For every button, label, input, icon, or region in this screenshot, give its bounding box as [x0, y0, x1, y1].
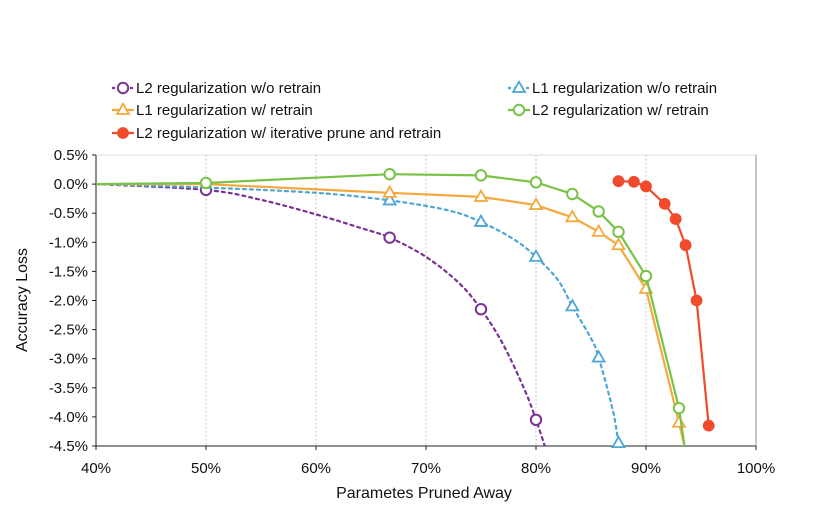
series-l1-noretrain-line-group — [96, 183, 622, 446]
series-l2-iterative-point — [612, 175, 625, 188]
legend-swatch-marker — [115, 101, 131, 115]
legend-label: L1 regularization w/o retrain — [532, 80, 717, 97]
axes — [92, 154, 757, 450]
legend-swatch-marker — [512, 103, 526, 117]
series-l2-noretrain-point — [383, 231, 396, 244]
legend-item-l2-retrain: L2 regularization w/ retrain — [508, 102, 709, 119]
legend-item-l1-noretrain: L1 regularization w/o retrain — [508, 79, 717, 97]
x-tick-label: 40% — [81, 460, 111, 477]
x-tick-label: 60% — [301, 460, 331, 477]
series-l1-retrain-point — [591, 223, 607, 237]
y-tick-label: -4.0% — [49, 409, 88, 426]
y-tick-label: -4.5% — [49, 438, 88, 455]
x-tick-label: 100% — [737, 460, 775, 477]
series-l2-retrain-point — [474, 169, 488, 182]
legend-item-l1-retrain: L1 regularization w/ retrain — [112, 101, 313, 119]
series-l2-iterative-point — [702, 419, 715, 432]
y-tick-label: -1.0% — [49, 234, 88, 251]
series-l2-noretrain-point — [474, 303, 488, 316]
series-l1-noretrain-point — [528, 248, 544, 262]
series-l2-retrain-point — [592, 205, 605, 218]
series-l2-iterative-point — [640, 180, 652, 193]
legend-label: L1 regularization w/ retrain — [136, 102, 313, 119]
series-layer — [96, 168, 715, 449]
series-l2-noretrain-line — [96, 183, 546, 446]
series-l2-retrain-point — [612, 225, 625, 239]
series-l1-noretrain-point — [611, 435, 626, 449]
legend-item-l2-iterative: L2 regularization w/ iterative prune and… — [112, 125, 441, 142]
series-l2-retrain-point — [566, 187, 579, 201]
series-l2-iterative-point — [690, 294, 703, 307]
legend: L2 regularization w/o retrain L1 regulari… — [112, 79, 717, 142]
legend-item-l2-noretrain: L2 regularization w/o retrain — [112, 80, 321, 97]
legend-swatch-marker — [117, 127, 129, 139]
series-l2-retrain-point — [529, 176, 543, 189]
x-axis-label: Parametes Pruned Away — [336, 485, 512, 502]
series-l1-noretrain — [96, 183, 626, 449]
y-tick-label: -2.5% — [49, 322, 88, 339]
series-l2-retrain-point — [383, 168, 396, 181]
legend-label: L2 regularization w/ iterative prune and… — [136, 125, 441, 142]
series-l1-retrain-point — [564, 209, 580, 223]
x-tick-label: 50% — [191, 460, 221, 477]
legend-swatch-marker — [511, 79, 527, 93]
y-tick-label: -3.0% — [49, 351, 88, 368]
y-tick-label: -1.5% — [49, 263, 88, 280]
series-l1-noretrain-point — [473, 213, 489, 227]
series-l2-retrain-point — [199, 176, 213, 190]
series-l2-iterative-point — [628, 175, 640, 188]
y-tick-label: -2.0% — [49, 293, 88, 310]
y-tick-label: -3.5% — [49, 380, 88, 397]
series-l2-iterative-point — [669, 213, 682, 225]
series-l2-retrain — [96, 168, 686, 446]
series-l2-iterative-point — [679, 239, 692, 252]
series-l1-retrain-line-group — [96, 183, 686, 446]
series-l1-noretrain-point — [382, 192, 398, 206]
series-l1-retrain-point — [611, 237, 626, 251]
series-l2-noretrain-point — [529, 413, 543, 427]
series-l2-iterative-point — [658, 197, 671, 210]
series-l2-noretrain-line-group — [96, 183, 546, 446]
y-tick-label: 0.5% — [54, 147, 88, 164]
tick-labels: 0.5% 0.0% -0.5% -1.0% -1.5% -2.0% -2.5% -3.0% -3… — [49, 147, 775, 477]
series-l1-retrain-point — [473, 188, 489, 202]
x-tick-label: 70% — [411, 460, 441, 477]
series-l1-retrain — [96, 183, 687, 446]
x-tick-label: 80% — [521, 460, 551, 477]
series-l1-noretrain-point — [564, 298, 580, 312]
series-l1-retrain-line — [96, 183, 686, 446]
series-l1-noretrain-line — [96, 183, 622, 446]
legend-label: L2 regularization w/ retrain — [532, 102, 709, 119]
legend-label: L2 regularization w/o retrain — [136, 80, 321, 97]
series-l1-retrain-point — [382, 184, 398, 198]
series-l2-retrain-point — [639, 269, 653, 283]
series-l2-retrain-point — [672, 401, 686, 415]
legend-swatch-marker — [116, 81, 130, 95]
y-axis-label: Accuracy Loss — [14, 248, 31, 352]
series-l2-iterative — [612, 175, 715, 432]
series-l1-retrain-point — [671, 414, 687, 428]
y-tick-label: -0.5% — [49, 205, 88, 222]
series-l1-noretrain-point — [591, 349, 607, 363]
y-tick-label: 0.0% — [54, 176, 88, 193]
x-tick-label: 90% — [631, 460, 661, 477]
series-l1-retrain-point — [528, 197, 544, 210]
